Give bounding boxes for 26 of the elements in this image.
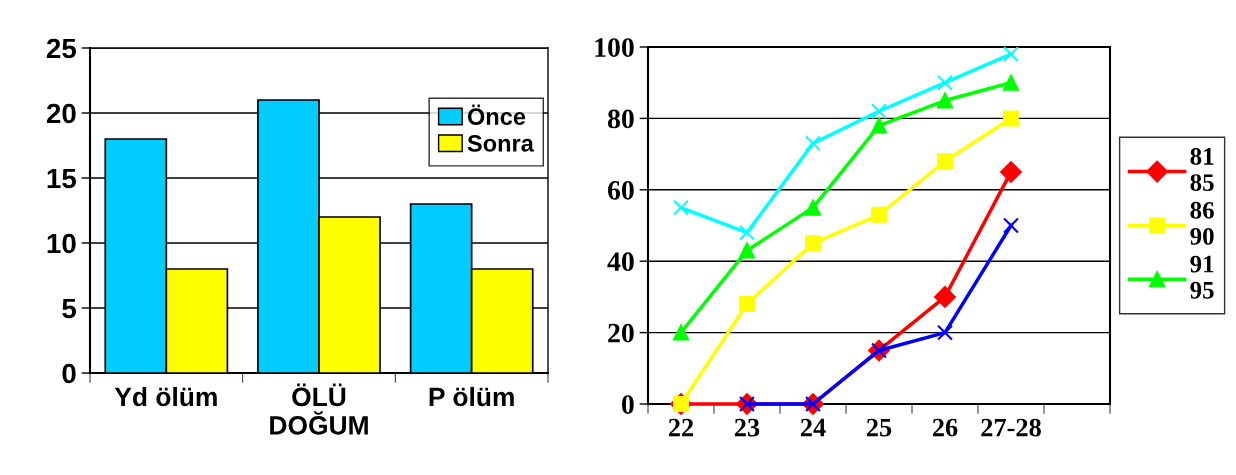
y-tick-label: 80	[607, 109, 634, 129]
y-tick-label: 10	[47, 233, 76, 254]
legend-label: 91 95	[1190, 255, 1214, 299]
y-tick-label: 5	[62, 298, 77, 319]
legend-label: Sonra	[467, 135, 534, 152]
x-tick-label: ÖLÜ DOĞUM	[270, 383, 368, 435]
y-tick-label: 40	[607, 252, 634, 272]
y-tick-label: 15	[47, 168, 77, 189]
y-tick-label: 100	[595, 38, 634, 57]
x-tick-label: Yd ölüm	[114, 386, 217, 407]
y-tick-label: 0	[62, 363, 76, 384]
y-tick-label: 20	[608, 323, 634, 343]
x-tick-label: 27-28	[981, 418, 1041, 437]
y-tick-label: 20	[46, 103, 76, 124]
x-tick-label: P ölüm	[429, 386, 514, 407]
y-tick-label: 0	[621, 395, 634, 414]
y-tick-label: 25	[46, 38, 77, 59]
x-tick-label: 22	[668, 418, 694, 437]
x-tick-label: 25	[866, 418, 892, 437]
x-tick-label: 26	[932, 418, 958, 437]
legend-label: Önce	[467, 104, 526, 126]
legend-label: 86 90	[1190, 201, 1214, 245]
x-tick-label: 24	[800, 418, 826, 437]
y-tick-label: 60	[607, 180, 634, 200]
legend-label: 81 85	[1190, 148, 1214, 192]
x-tick-label: 23	[734, 418, 760, 437]
